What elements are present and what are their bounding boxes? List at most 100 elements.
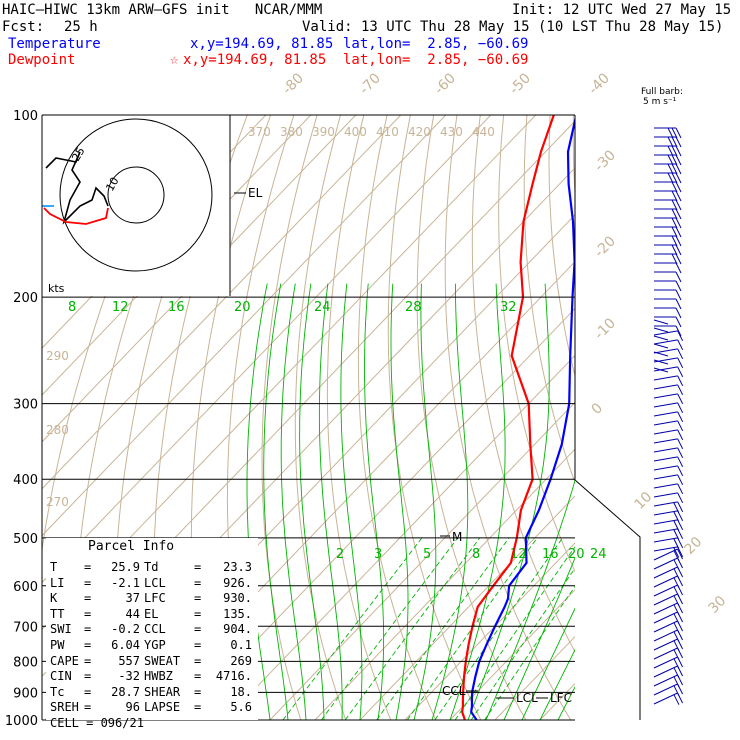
parcel-value: 18. — [230, 684, 252, 699]
moist-adiabat-line — [431, 283, 469, 720]
moist-adiabat-line — [521, 607, 575, 720]
equals-sign: = — [194, 591, 202, 606]
wind-barb — [653, 375, 684, 387]
wind-barb-flag — [675, 289, 682, 301]
moist-adiabat-line — [390, 283, 409, 720]
wind-barb-flag — [677, 447, 684, 459]
equals-sign: = — [84, 700, 92, 715]
parcel-key: LI — [50, 575, 65, 590]
el-marker: EL — [248, 186, 263, 200]
wind-barb-flag — [671, 136, 678, 148]
wind-barb — [654, 190, 682, 202]
isotherm-line — [314, 448, 575, 720]
isotherm-label: -80 — [280, 70, 307, 97]
wind-barb-flag — [675, 136, 682, 148]
wind-barb — [654, 262, 682, 274]
pressure-tick-label: 100 — [13, 109, 38, 124]
isotherm-line — [269, 401, 575, 720]
theta-label: 410 — [376, 125, 399, 139]
m-marker: M — [452, 530, 462, 544]
parcel-value: 44 — [125, 606, 140, 621]
wind-barb-flag — [677, 548, 684, 560]
wind-barb-flag — [677, 528, 684, 540]
wind-barb-flag — [677, 557, 684, 569]
wind-barb-short — [653, 335, 669, 341]
wind-barb-flag — [677, 465, 684, 477]
parcel-value: 557 — [118, 653, 140, 668]
wind-barb-flag — [677, 683, 684, 695]
wind-barb — [653, 447, 684, 459]
model-title: HAIC–HIWC 13km ARW–GFS init NCAR/MMM — [2, 2, 323, 18]
wind-barb-staff — [653, 411, 678, 417]
theta-label: 430 — [440, 125, 463, 139]
isotherm-line — [42, 115, 492, 584]
wind-barb-flag — [671, 181, 678, 193]
isotherm-line — [449, 589, 575, 720]
wind-barb-flag — [677, 330, 684, 342]
wind-barb — [653, 483, 684, 495]
wind-barb-staff — [653, 647, 678, 660]
hodograph-trace-low — [43, 207, 109, 225]
wind-barb-flag — [675, 127, 682, 139]
wind-barb-short — [653, 343, 669, 349]
dewpoint-profile — [461, 115, 555, 720]
ccl-marker: CCL — [442, 684, 466, 698]
wind-barb-flag — [677, 566, 684, 578]
wind-barb-flag — [673, 694, 680, 705]
wind-barb-flag — [677, 393, 684, 405]
equals-sign: = — [194, 700, 202, 715]
wind-barb-staff — [653, 638, 678, 651]
wind-barb-staff — [653, 566, 678, 579]
wind-barb-flag — [675, 271, 682, 283]
mixing-ratio-label: 20 — [568, 547, 585, 562]
isotherm-label: -20 — [592, 233, 619, 260]
moist-adiabat-line — [467, 283, 550, 720]
equals-sign: = — [84, 669, 92, 684]
moist-adiabat-line — [364, 283, 385, 720]
dry-adiabat-line — [643, 115, 740, 720]
wind-barb — [653, 339, 684, 351]
moist-adiabat-line — [413, 283, 437, 720]
mixing-ratio-line — [484, 585, 575, 720]
parcel-key: CCL — [144, 622, 166, 637]
wind-barb-flag — [677, 438, 684, 450]
wind-barb-staff — [653, 492, 678, 498]
wind-barb — [653, 438, 684, 450]
wind-barb-staff — [653, 447, 678, 453]
moist-adiabat-label: 16 — [168, 300, 185, 315]
wind-barb-flag — [677, 638, 684, 650]
wind-barb-staff — [653, 611, 678, 624]
wind-barb-flag — [677, 510, 684, 522]
wind-barb-flag — [671, 190, 678, 202]
isotherm-line — [585, 115, 740, 720]
parcel-value: 930. — [223, 591, 252, 606]
init-time: Init: 12 UTC Wed 27 May 15 — [512, 2, 732, 18]
wind-barb-flag — [677, 474, 684, 486]
wind-barb-staff — [653, 375, 678, 381]
moist-adiabat-label: 24 — [314, 300, 331, 315]
wind-barb — [653, 474, 684, 486]
wind-barb-flag — [675, 280, 682, 292]
wind-barb-flag — [677, 483, 684, 495]
barb-legend-line1: Full barb: — [641, 87, 683, 97]
moist-adiabat-label: 28 — [405, 300, 422, 315]
parcel-value: 28.7 — [111, 684, 140, 699]
wind-barb-flag — [667, 172, 674, 184]
wind-barb — [654, 163, 682, 175]
pressure-tick-label: 700 — [13, 620, 38, 635]
wind-barb-staff — [653, 402, 678, 408]
moist-adiabat-line — [485, 478, 575, 720]
wind-barb-flag — [671, 163, 678, 175]
pressure-tick-label: 600 — [13, 580, 38, 595]
wind-barb — [653, 692, 684, 705]
wind-barb — [654, 181, 682, 193]
wind-barb-staff — [653, 474, 678, 480]
dewpoint-latlon: lat,lon= 2.85, −60.69 — [343, 52, 529, 68]
moist-adiabat-line — [318, 283, 343, 720]
wind-barb — [654, 127, 682, 139]
dry-adiabat-line — [737, 115, 740, 720]
wind-barb-flag — [675, 253, 682, 265]
wind-barb — [653, 546, 684, 558]
dry-adiabat-line — [444, 115, 572, 720]
parcel-key: PW — [50, 638, 65, 652]
